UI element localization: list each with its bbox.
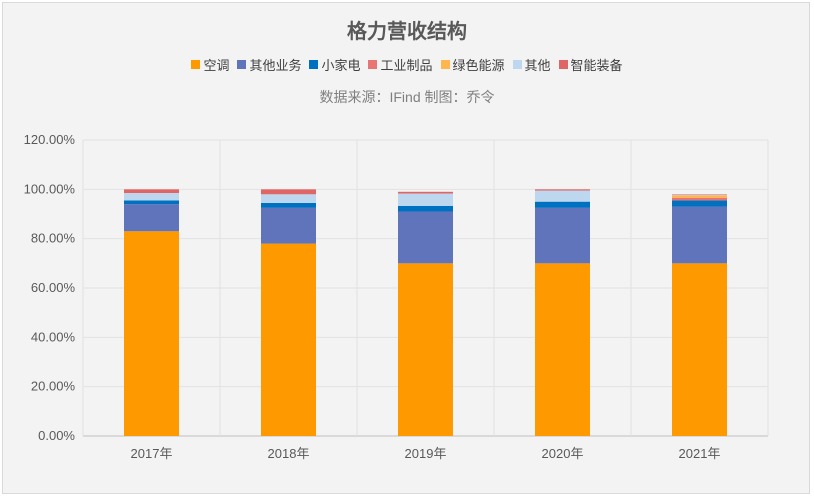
legend-swatch xyxy=(309,60,319,69)
x-tick-label: 2019年 xyxy=(405,446,447,461)
x-tick-label: 2017年 xyxy=(131,446,173,461)
legend-swatch xyxy=(512,60,522,69)
bar-segment xyxy=(261,189,316,195)
bar-segment xyxy=(672,195,727,198)
bar-segment xyxy=(124,204,179,232)
bar-segment xyxy=(124,200,179,205)
bar-segment xyxy=(261,207,316,244)
y-tick-label: 100.00% xyxy=(24,181,76,196)
legend-label: 工业制品 xyxy=(380,58,433,73)
legend-item[interactable]: 工业制品 xyxy=(368,55,433,74)
legend-label: 绿色能源 xyxy=(452,58,505,73)
legend-label: 小家电 xyxy=(321,58,361,73)
bar-segment xyxy=(398,205,453,212)
legend-item[interactable]: 其他业务 xyxy=(237,55,301,74)
x-tick-label: 2018年 xyxy=(268,446,310,461)
legend-item[interactable]: 绿色能源 xyxy=(440,55,505,74)
bar-segment xyxy=(124,189,179,194)
bar-segment xyxy=(672,263,727,436)
y-tick-label: 60.00% xyxy=(31,280,76,295)
bar-segment xyxy=(124,231,179,436)
bar-segment xyxy=(535,207,590,264)
chart-title: 格力营收结构 xyxy=(347,21,467,43)
chart-subtitle: 数据来源：IFind 制图：乔令 xyxy=(319,89,495,105)
chart-frame: 格力营收结构 空调 其他业务 小家电 工业制品 绿色能源 其他 智能装备 数据来源：IFin… xyxy=(2,2,810,494)
bar-segment xyxy=(672,197,727,201)
bar-segment xyxy=(535,190,590,202)
bar-segment xyxy=(672,200,727,207)
bar-segment xyxy=(398,263,453,436)
bar-segment xyxy=(672,194,727,196)
bar-segment xyxy=(261,202,316,208)
legend-swatch xyxy=(440,60,450,69)
legend-item[interactable]: 其他 xyxy=(512,55,551,74)
bar-segment xyxy=(535,201,590,208)
bar-segment xyxy=(261,243,316,436)
chart-plot: 0.00% 20.00% 40.00% 60.00% 80.00% 100.00% 120.… xyxy=(24,132,769,461)
bar-segment xyxy=(398,193,453,206)
bar-segment xyxy=(124,193,179,201)
bar-segment xyxy=(672,194,727,195)
legend-item[interactable]: 空调 xyxy=(191,55,229,74)
legend-label: 智能装备 xyxy=(570,58,623,73)
bar-segment xyxy=(398,211,453,264)
legend-label: 其他 xyxy=(524,58,551,73)
legend-item[interactable]: 智能装备 xyxy=(558,55,623,74)
bar-segment xyxy=(535,189,590,191)
legend-swatch xyxy=(558,60,568,69)
y-tick-label: 80.00% xyxy=(31,231,76,246)
y-tick-label: 20.00% xyxy=(31,379,76,394)
y-tick-label: 40.00% xyxy=(31,329,76,344)
legend-label: 其他业务 xyxy=(249,58,302,73)
x-tick-label: 2021年 xyxy=(679,446,721,461)
y-tick-label: 120.00% xyxy=(24,132,76,147)
bar-segment xyxy=(398,191,453,194)
bar-segment xyxy=(672,206,727,264)
legend-swatch xyxy=(237,60,247,69)
legend-item[interactable]: 小家电 xyxy=(309,55,360,74)
legend-label: 空调 xyxy=(203,58,230,73)
x-tick-label: 2020年 xyxy=(542,446,584,461)
bar-segment xyxy=(261,194,316,203)
legend-swatch xyxy=(191,60,201,69)
bar-segment xyxy=(535,263,590,436)
legend-swatch xyxy=(368,60,378,69)
chart-legend: 空调 其他业务 小家电 工业制品 绿色能源 其他 智能装备 xyxy=(3,55,811,74)
y-tick-label: 0.00% xyxy=(38,428,75,443)
